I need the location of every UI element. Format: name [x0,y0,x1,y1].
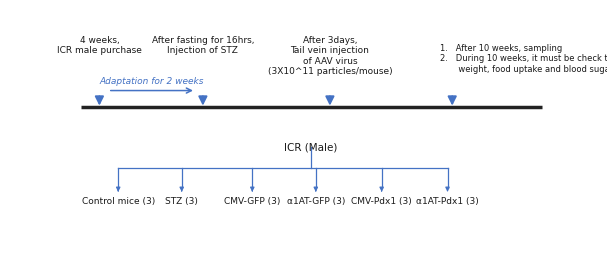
Text: ICR (Male): ICR (Male) [285,142,337,152]
Text: α1AT-GFP (3): α1AT-GFP (3) [287,197,345,206]
Text: STZ (3): STZ (3) [165,197,198,206]
Text: After fasting for 16hrs,
Injection of STZ: After fasting for 16hrs, Injection of ST… [152,36,254,55]
Text: CMV-GFP (3): CMV-GFP (3) [224,197,280,206]
Text: 1.   After 10 weeks, sampling
2.   During 10 weeks, it must be check the
       : 1. After 10 weeks, sampling 2. During 10… [441,44,607,74]
Text: α1AT-Pdx1 (3): α1AT-Pdx1 (3) [416,197,479,206]
Text: 4 weeks,
ICR male purchase: 4 weeks, ICR male purchase [57,36,142,55]
Text: CMV-Pdx1 (3): CMV-Pdx1 (3) [351,197,412,206]
Text: Adaptation for 2 weeks: Adaptation for 2 weeks [100,77,204,86]
Text: Control mice (3): Control mice (3) [81,197,155,206]
Text: After 3days,
Tail vein injection
of AAV virus
(3X10^11 particles/mouse): After 3days, Tail vein injection of AAV … [268,36,392,76]
